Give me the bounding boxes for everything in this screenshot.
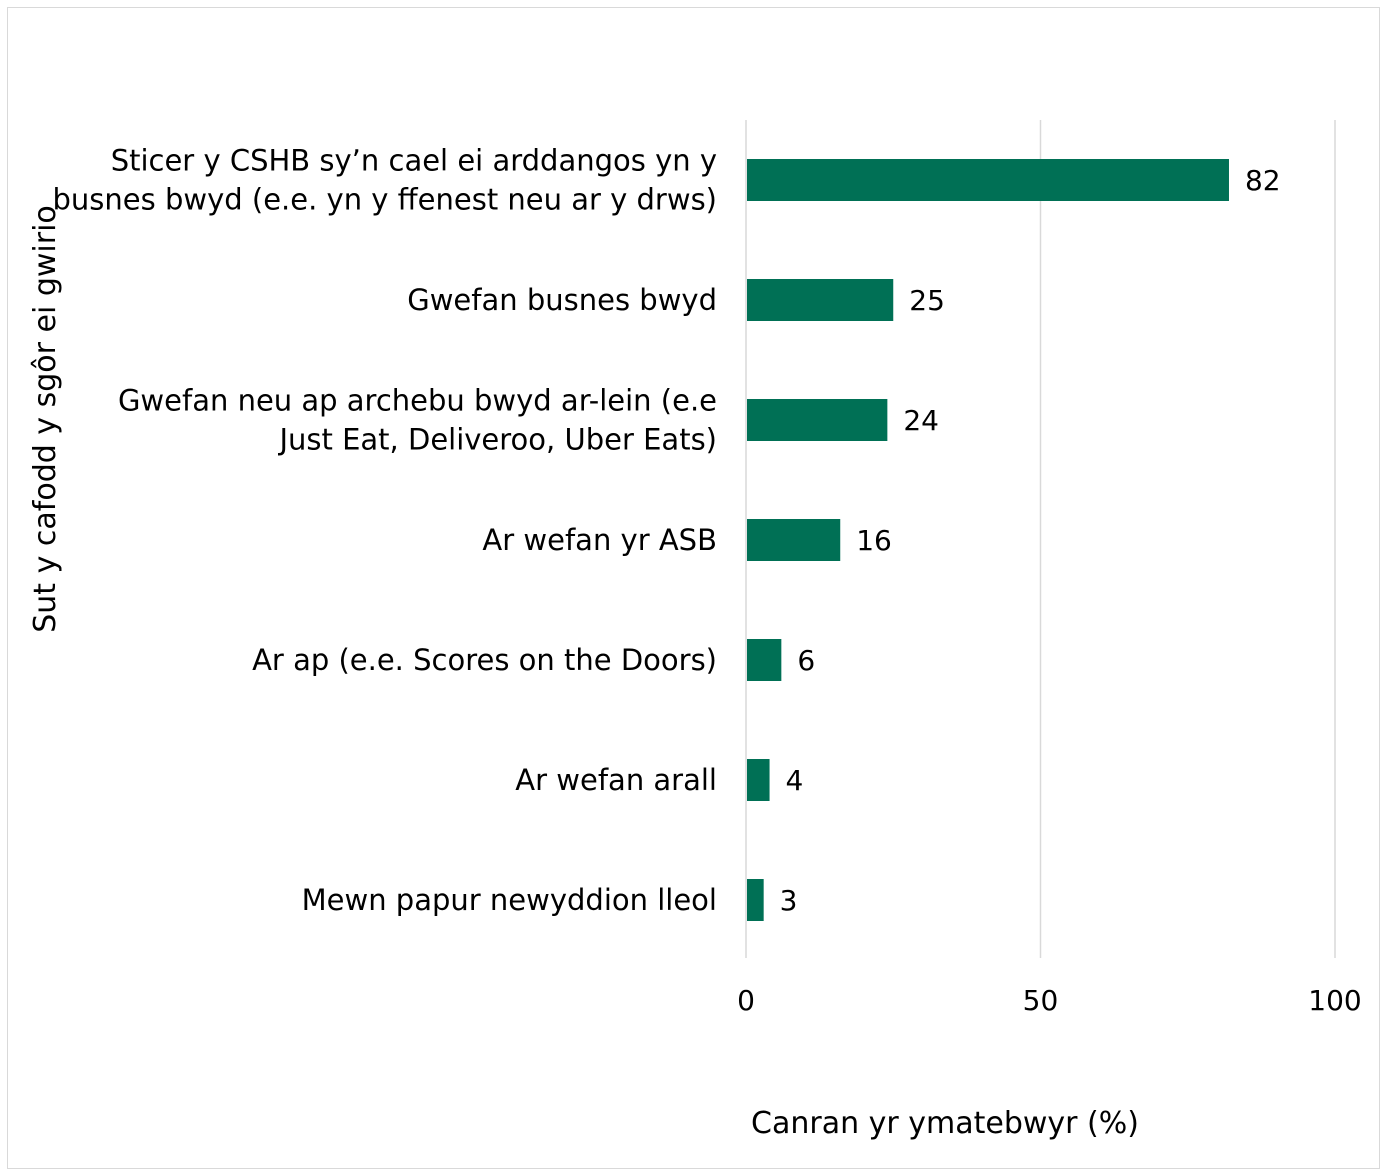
bar bbox=[747, 399, 888, 441]
gridlines bbox=[745, 120, 1336, 958]
x-tick-label: 100 bbox=[1308, 984, 1361, 1017]
category-label: Gwefan neu ap archebu bwyd ar-lein (e.e bbox=[118, 384, 717, 418]
bar bbox=[747, 759, 770, 801]
bar bbox=[747, 639, 782, 681]
bar bbox=[747, 879, 764, 921]
bar bbox=[747, 519, 841, 561]
data-label: 24 bbox=[903, 404, 939, 437]
data-label: 3 bbox=[780, 884, 798, 917]
x-axis-title: Canran yr ymatebwyr (%) bbox=[751, 1106, 1139, 1141]
category-label: Ar wefan arall bbox=[515, 763, 717, 797]
category-label: Ar ap (e.e. Scores on the Doors) bbox=[252, 643, 717, 677]
x-tick-label: 50 bbox=[1023, 984, 1059, 1017]
category-label: Ar wefan yr ASB bbox=[482, 523, 717, 557]
y-axis-title: Sut y cafodd y sgôr ei gwirio bbox=[28, 205, 63, 633]
category-labels: Sticer y CSHB sy’n cael ei arddangos yn … bbox=[53, 144, 717, 918]
bar bbox=[747, 159, 1229, 201]
bar bbox=[747, 279, 894, 321]
x-tick-labels: 0 50 100 bbox=[737, 984, 1362, 1017]
data-label: 82 bbox=[1245, 164, 1281, 197]
data-labels: 82 25 24 16 6 4 3 bbox=[780, 164, 1281, 917]
data-label: 25 bbox=[909, 284, 945, 317]
data-label: 4 bbox=[786, 764, 804, 797]
category-label: Mewn papur newyddion lleol bbox=[302, 883, 717, 917]
bars bbox=[747, 159, 1229, 921]
category-label: Gwefan busnes bwyd bbox=[407, 283, 717, 317]
data-label: 16 bbox=[856, 524, 892, 557]
category-label: Just Eat, Deliveroo, Uber Eats) bbox=[277, 423, 717, 457]
category-label: busnes bwyd (e.e. yn y ffenest neu ar y … bbox=[53, 183, 717, 217]
category-label: Sticer y CSHB sy’n cael ei arddangos yn … bbox=[111, 144, 717, 178]
x-tick-label: 0 bbox=[737, 984, 755, 1017]
data-label: 6 bbox=[797, 644, 815, 677]
